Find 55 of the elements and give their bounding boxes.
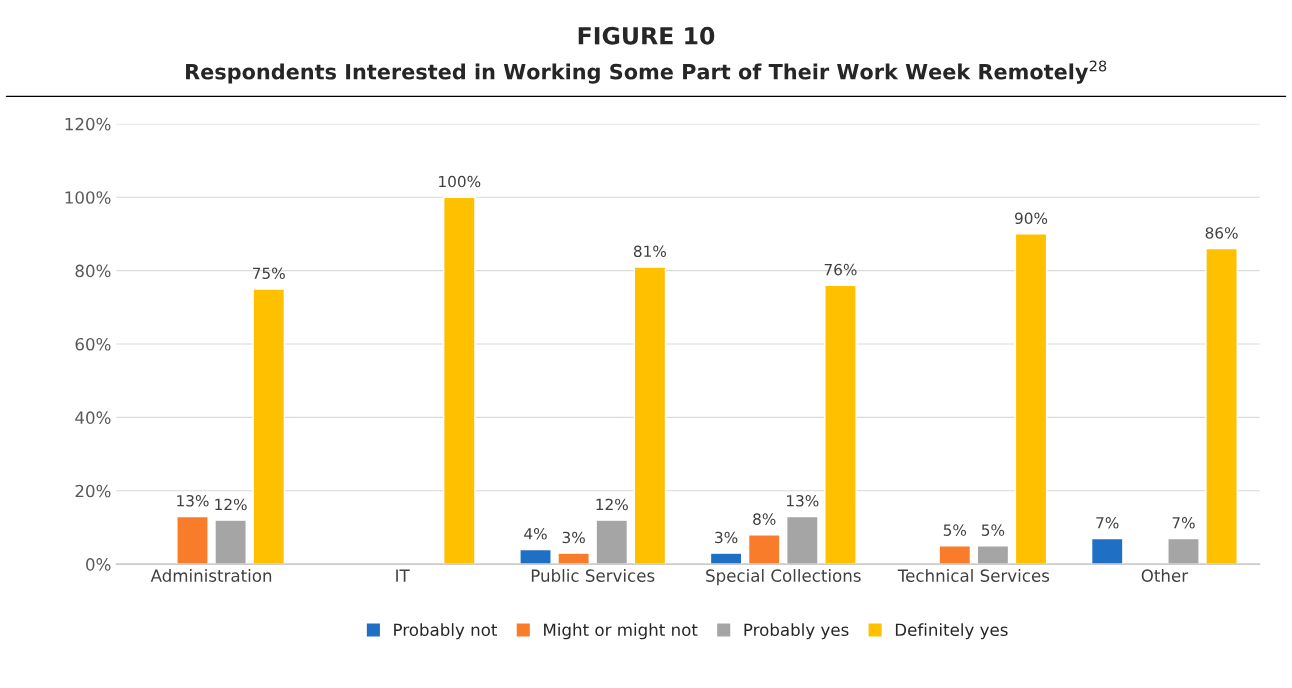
x-tick-label: Public Services <box>531 569 655 582</box>
data-label: 5% <box>981 524 1005 536</box>
bar <box>1167 537 1200 565</box>
y-tick-label: 40% <box>75 411 111 424</box>
bar <box>709 552 743 565</box>
data-label: 7% <box>1096 517 1119 529</box>
data-label: 7% <box>1172 517 1195 529</box>
data-label: 100% <box>439 175 481 188</box>
y-tick-label: 0% <box>86 558 111 571</box>
x-tick-label: IT <box>396 569 410 582</box>
bar <box>633 266 667 565</box>
bar <box>747 534 781 565</box>
bar <box>595 519 629 565</box>
y-tick-label: 20% <box>75 484 111 498</box>
data-label: 75% <box>253 267 285 280</box>
legend-label: Probably not <box>394 623 498 640</box>
bar <box>519 548 552 565</box>
y-tick-label: 80% <box>75 264 111 278</box>
bar <box>442 196 476 565</box>
data-label: 12% <box>596 498 628 511</box>
data-label: 12% <box>215 498 247 511</box>
data-label: 3% <box>562 531 585 544</box>
bar <box>824 284 857 565</box>
legend-label: Definitely yes <box>895 623 1008 640</box>
bar <box>976 545 1010 565</box>
bar <box>1014 233 1048 565</box>
data-label: 81% <box>633 245 667 258</box>
data-label: 8% <box>753 513 776 525</box>
data-label: 86% <box>1205 227 1238 239</box>
data-label: 90% <box>1015 212 1048 225</box>
bar <box>938 545 972 565</box>
bar <box>1205 247 1238 565</box>
chart-subtitle: Respondents Interested in Working Some Part of Their Work Week Remotely$^{28}$ <box>186 60 1107 84</box>
x-tick-label: Technical Services <box>897 569 1050 582</box>
bar <box>786 515 819 565</box>
data-label: 5% <box>943 524 967 536</box>
x-tick-label: Other <box>1141 569 1189 582</box>
data-label: 13% <box>787 495 819 507</box>
bar <box>252 288 286 565</box>
x-tick-label: Special Collections <box>706 569 861 586</box>
bar <box>214 519 247 565</box>
data-label: 13% <box>177 495 209 507</box>
legend-label: Might or might not <box>544 623 698 640</box>
bar <box>557 552 590 565</box>
bar <box>1090 537 1124 565</box>
y-tick-label: 60% <box>75 337 111 351</box>
legend-label: Probably yes <box>744 623 849 640</box>
chart-title: FIGURE 10 <box>578 26 715 45</box>
x-tick-label: Administration <box>150 569 272 582</box>
data-label: 4% <box>524 528 547 540</box>
y-tick-label: 120% <box>65 117 111 131</box>
bar <box>176 515 209 565</box>
y-tick-label: 100% <box>65 191 111 204</box>
data-label: 3% <box>715 531 738 544</box>
data-label: 76% <box>824 263 857 276</box>
